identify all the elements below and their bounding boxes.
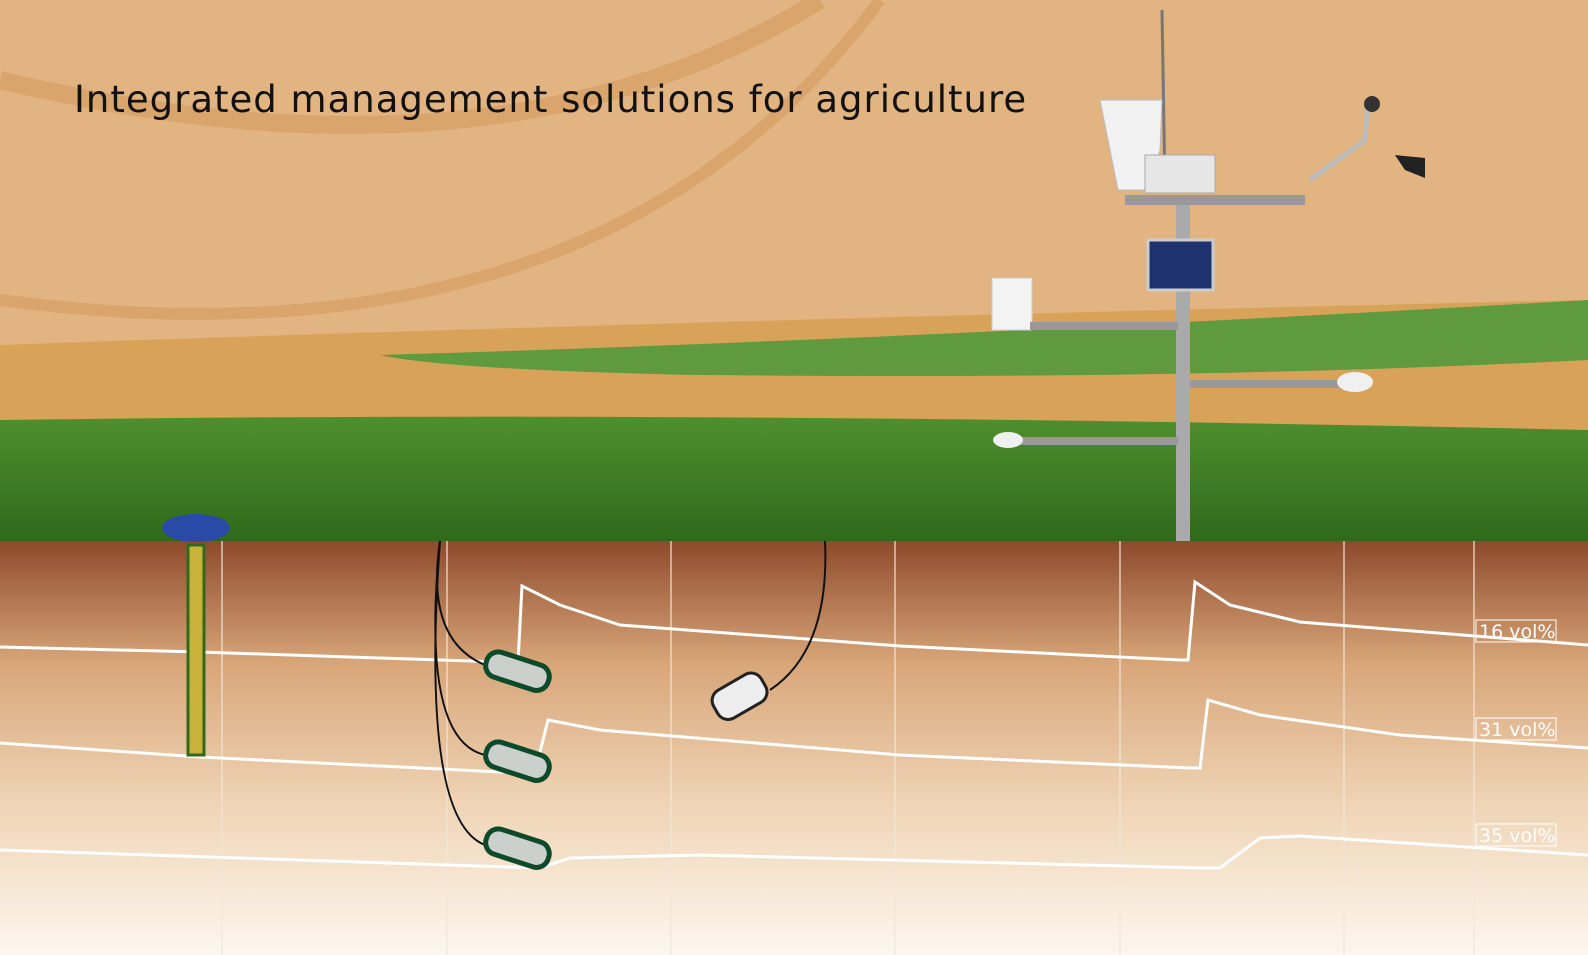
label-box: [1475, 823, 1557, 847]
soil: [0, 541, 1588, 955]
soil-label: 35 vol%: [1479, 825, 1555, 847]
soil-label: 31 vol%: [1479, 719, 1555, 741]
soil-label: 16 vol%: [1479, 621, 1555, 643]
probes: [162, 514, 769, 870]
arc: [0, 0, 885, 320]
soil-labels: 16 vol% 31 vol% 35 vol%: [1475, 619, 1557, 847]
label-box: [1475, 619, 1557, 643]
subtitle: Integrated management solutions for agri…: [74, 78, 1027, 121]
arc: [0, 0, 825, 134]
weather-station: [991, 9, 1425, 541]
label-box: [1475, 717, 1557, 741]
crops: [0, 416, 1588, 541]
field-green: [380, 300, 1588, 376]
grid: [221, 541, 1475, 955]
cables: [434, 540, 827, 846]
